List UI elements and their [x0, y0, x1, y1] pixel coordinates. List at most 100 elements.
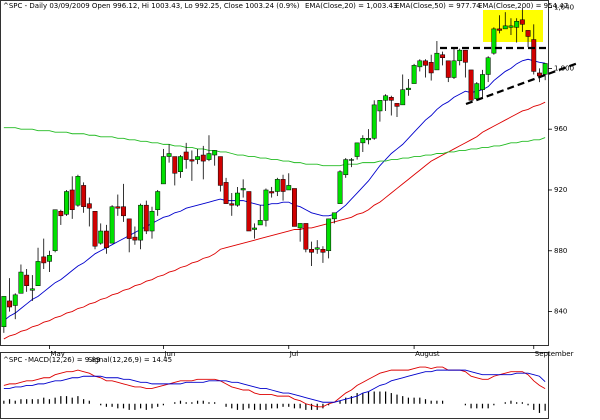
candle-body [12, 294, 18, 306]
candle-body [400, 89, 406, 106]
candle-body [212, 150, 218, 156]
candle-body [24, 274, 30, 286]
candle-body [286, 185, 292, 191]
x-tick-label: May [50, 350, 64, 358]
candle-body [109, 206, 115, 244]
ema-line [3, 101, 546, 340]
y-tick-label: 840 [554, 308, 567, 316]
candle-body [86, 203, 92, 209]
candle-body [263, 189, 269, 221]
macd-line [3, 369, 546, 403]
candle-body [183, 151, 189, 160]
candle-body [172, 156, 178, 174]
ema-line [3, 127, 546, 167]
candle-body [92, 211, 98, 247]
candle-body [502, 25, 508, 30]
candle-body [103, 230, 109, 248]
candle-body [525, 30, 531, 37]
candle-body [143, 204, 149, 232]
legend-entry: EMA(Close,20) = 1,003.43 [305, 2, 397, 10]
candle-body [480, 74, 485, 90]
main-layer: 8408809209601,0001,040MayJunJulAugustSep… [1, 4, 574, 413]
support-trendline [465, 61, 579, 106]
candle-body [303, 223, 309, 250]
candle-body [1, 296, 7, 328]
candle-body [434, 52, 440, 71]
candle-body [440, 54, 446, 59]
candle-body [41, 256, 47, 264]
candle-body [29, 288, 35, 291]
candle-body [394, 103, 400, 107]
candle-body [377, 100, 383, 112]
y-tick-label: 880 [554, 247, 567, 255]
candle-body [309, 249, 314, 253]
candle-body [75, 176, 81, 206]
candle-body [508, 25, 514, 28]
x-tick-label: Jul [289, 350, 299, 358]
candle-body [58, 211, 64, 217]
x-tick-label: Jun [163, 350, 175, 358]
candle-body [366, 138, 371, 141]
candle-body [297, 223, 303, 229]
candle-body [132, 236, 138, 241]
candle-body [115, 206, 121, 209]
candle-body [160, 156, 166, 185]
candle-body [485, 57, 491, 75]
candle-body [246, 191, 252, 232]
candle-body [411, 65, 417, 84]
candle-body [445, 60, 451, 78]
candle-body [121, 206, 126, 217]
candle-body [371, 104, 377, 139]
candle-body [69, 189, 75, 210]
y-tick-label: 920 [554, 186, 567, 194]
candle-body [497, 28, 503, 31]
candle-body [149, 211, 155, 232]
candle-body [468, 69, 474, 101]
candle-body [206, 153, 212, 160]
candle-body [7, 300, 12, 308]
candle-body [155, 191, 161, 210]
candle-body [46, 255, 52, 262]
x-tick-label: August [415, 350, 440, 358]
candle-body [235, 192, 240, 206]
candle-body [519, 19, 525, 25]
candle-body [417, 60, 423, 68]
x-tick-label: September [535, 350, 574, 358]
candle-body [178, 156, 183, 172]
candle-body [269, 191, 275, 194]
candle-body [423, 60, 428, 66]
legend-entry: Signal(12,26,9) = 14.45 [88, 356, 172, 364]
candle-body [383, 95, 389, 101]
y-tick-label: 960 [554, 125, 567, 133]
candle-body [428, 62, 434, 74]
candle-body [189, 159, 195, 162]
candle-body [474, 83, 480, 100]
candle-body [98, 230, 104, 244]
candle-body [360, 138, 366, 144]
candle-body [229, 203, 235, 206]
candle-body [354, 142, 360, 157]
candle-body [314, 247, 320, 250]
candle-body [81, 185, 87, 207]
candle-body [280, 179, 286, 192]
candle-body [138, 204, 144, 241]
candle-body [531, 39, 537, 72]
legend-entry: MACD(12,26) = 9.89 [28, 356, 100, 364]
candle-body [52, 209, 58, 252]
candle-body [405, 87, 411, 90]
candle-body [343, 159, 349, 176]
y-tick-label: 1,040 [554, 4, 574, 12]
main-panel-frame [0, 0, 549, 346]
candle-body [326, 218, 332, 252]
candle-body [462, 49, 468, 63]
candle-body [451, 60, 457, 78]
candle-body [320, 249, 326, 253]
candle-body [274, 179, 280, 192]
candle-body [240, 188, 246, 191]
candle-body [257, 220, 263, 226]
legend-entry: EMA(Close,50) = 977.74 [395, 2, 481, 10]
candle-body [252, 227, 258, 230]
candle-body [200, 154, 206, 162]
candle-body [64, 191, 69, 215]
